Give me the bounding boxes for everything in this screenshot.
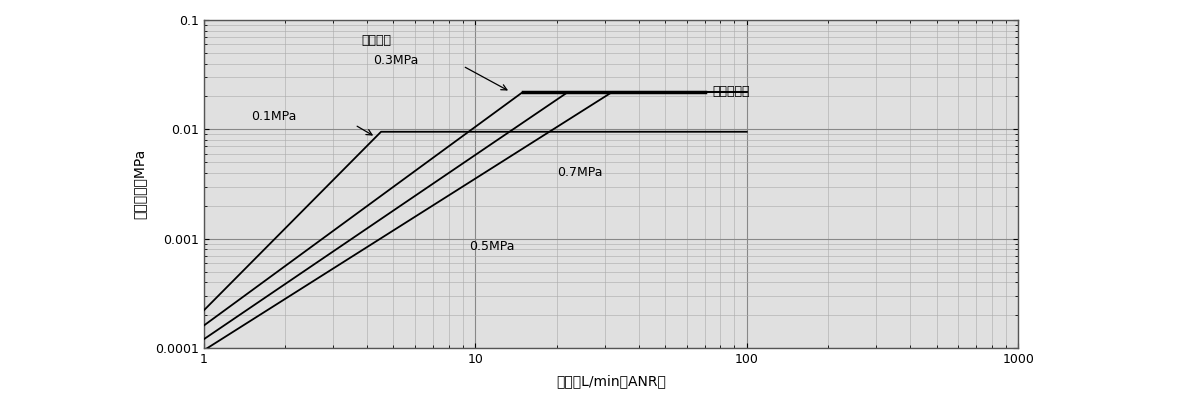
Text: 最大流量線: 最大流量線 — [713, 85, 750, 98]
Y-axis label: 圧力降下　MPa: 圧力降下 MPa — [133, 149, 146, 219]
X-axis label: 流量　L/min（ANR）: 流量 L/min（ANR） — [556, 374, 666, 388]
Text: 入口圧力: 入口圧力 — [361, 34, 391, 47]
Text: 0.3MPa: 0.3MPa — [373, 54, 418, 66]
Text: 0.7MPa: 0.7MPa — [557, 166, 603, 179]
Text: 0.5MPa: 0.5MPa — [470, 240, 515, 253]
Text: 0.1MPa: 0.1MPa — [252, 110, 297, 123]
